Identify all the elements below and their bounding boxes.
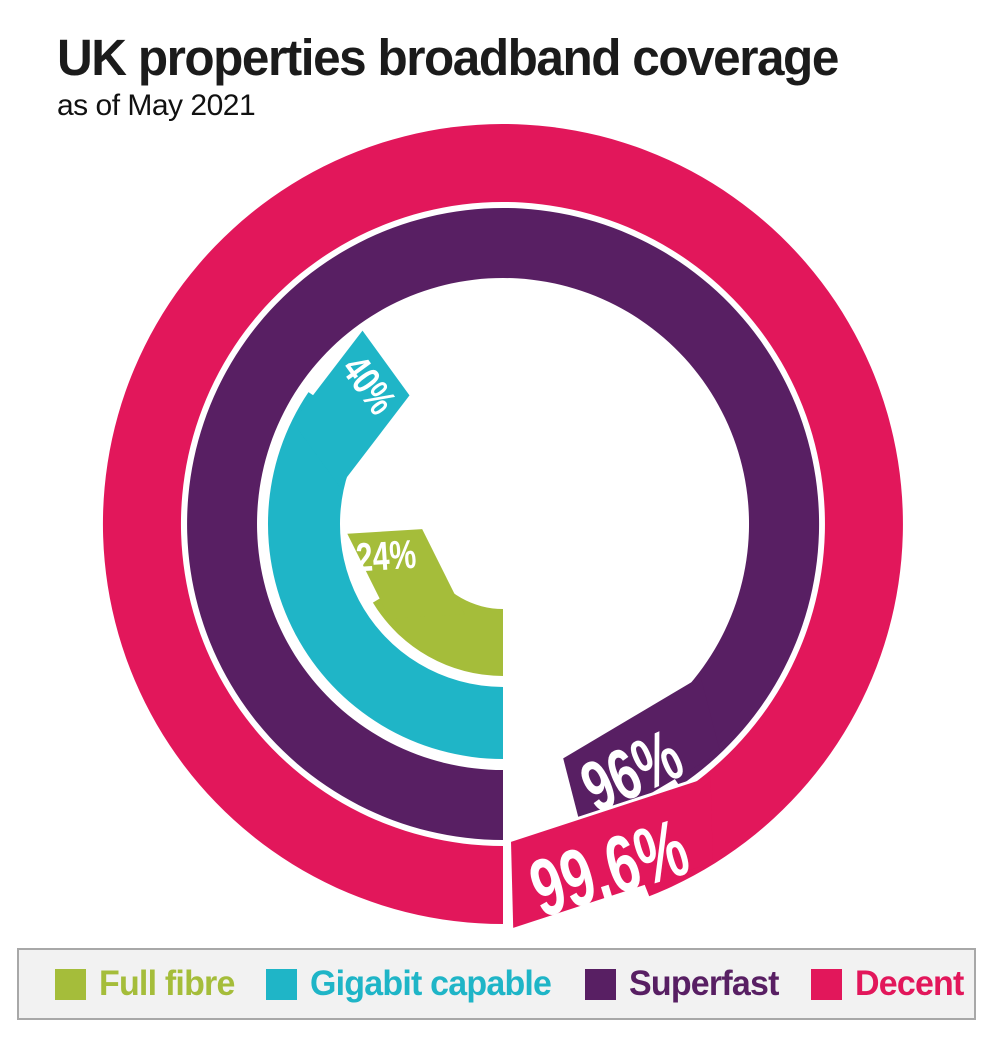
ring-full-fibre-tab-fill: [347, 529, 465, 619]
legend-swatch-decent: [810, 968, 842, 1000]
ring-gigabit-capable-tab-fill: [292, 330, 410, 487]
legend-item-decent: Decent: [810, 964, 967, 1004]
legend-item-superfast: Superfast: [585, 964, 783, 1004]
legend-label-gigabit-capable: Gigabit capable: [309, 964, 552, 1003]
value-label-decent: 99.6%: [520, 801, 698, 934]
ring-gigabit-capable: 40%: [264, 325, 506, 763]
ring-superfast-tab-fill: [563, 676, 721, 834]
legend-swatch-gigabit-capable: [265, 968, 297, 1000]
page-subtitle: as of May 2021: [57, 89, 256, 123]
legend-label-superfast: Superfast: [629, 964, 780, 1003]
chart-legend: Full fibre Gigabit capable Superfast Decent: [17, 948, 976, 1020]
chart-header: UK properties broadband coverage as of M…: [57, 30, 862, 123]
value-label-full-fibre: 24%: [355, 531, 418, 580]
legend-label-decent: Decent: [854, 964, 964, 1003]
ring-decent-tab-fill: [511, 776, 713, 928]
page-title: UK properties broadband coverage: [57, 29, 839, 86]
legend-label-full-fibre: Full fibre: [99, 964, 235, 1003]
legend-swatch-superfast: [585, 968, 617, 1000]
legend-swatch-full-fibre: [55, 968, 86, 1000]
ring-full-fibre: 24%: [342, 525, 506, 680]
legend-item-gigabit-capable: Gigabit capable: [265, 964, 559, 1004]
legend-item-full-fibre: Full fibre: [55, 964, 239, 1004]
ring-gigabit-capable-band-fill: [267, 392, 503, 759]
